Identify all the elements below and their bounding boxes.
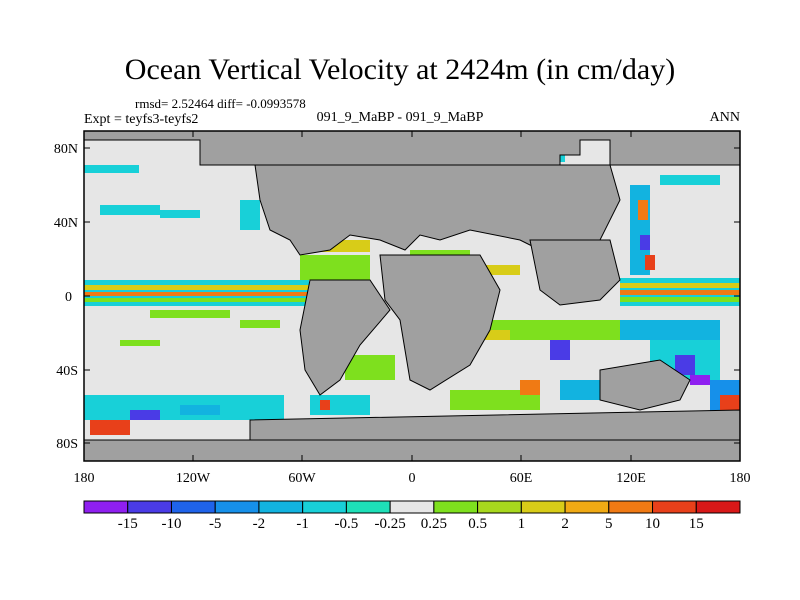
colorbar-label: 0.5 [468, 516, 487, 532]
map-title: Ocean Vertical Velocity at 2424m (in cm/… [124, 53, 676, 86]
colorbar-swatch [170, 500, 216, 514]
colorbar-label: -0.5 [334, 516, 359, 532]
colorbar-label: 15 [688, 516, 704, 532]
lat-label-40s: 40S [56, 364, 78, 379]
colorbar-swatch [302, 500, 347, 514]
lon-label-60w: 60W [288, 471, 316, 486]
colorbar [83, 500, 741, 514]
colorbar-label: -2 [252, 516, 266, 532]
land-masses [83, 130, 741, 462]
experiment-label: Expt = teyfs3-teyfs2 [84, 112, 199, 127]
lat-label-40n: 40N [54, 216, 78, 231]
colorbar-swatch [214, 500, 260, 514]
colorbar-swatch [345, 500, 391, 514]
colorbar-label: -10 [161, 516, 182, 532]
colorbar-swatch [477, 500, 522, 514]
colorbar-swatch [389, 500, 435, 514]
colorbar-swatch [433, 500, 479, 514]
rmsd-diff-stats: rmsd= 2.52464 diff= -0.0993578 [135, 96, 306, 111]
colorbar-label: 10 [645, 516, 661, 532]
colorbar-swatch [564, 500, 610, 514]
colorbar-label: -5 [208, 516, 222, 532]
colorbar-swatch [695, 500, 741, 514]
lat-label-80n: 80N [54, 142, 78, 157]
lon-label-180e: 180 [730, 471, 751, 486]
colorbar-label: -1 [296, 516, 309, 532]
lat-label-0: 0 [65, 290, 72, 305]
lon-label-180w: 180 [74, 471, 95, 486]
colorbar-label: 1 [517, 516, 526, 532]
colorbar-swatch [258, 500, 304, 514]
colorbar-label: 2 [561, 516, 569, 532]
colorbar-swatch [83, 500, 129, 514]
colorbar-label: -15 [117, 516, 138, 532]
colorbar-swatch [520, 500, 566, 514]
colorbar-swatch [127, 500, 172, 514]
latitude-ticks [84, 147, 740, 444]
lon-label-0: 0 [409, 471, 416, 486]
colorbar-swatch [608, 500, 654, 514]
longitude-ticks [83, 131, 741, 461]
case-label: 091_9_MaBP - 091_9_MaBP [316, 110, 484, 125]
colorbar-label: 0.25 [420, 516, 447, 532]
colorbar-label: -0.25 [374, 516, 406, 532]
lon-label-60e: 60E [510, 471, 533, 486]
lon-label-120w: 120W [176, 471, 211, 486]
colorbar-swatch [652, 500, 697, 514]
season-label: ANN [709, 110, 740, 125]
lon-label-120e: 120E [616, 471, 646, 486]
colorbar-label: 5 [605, 516, 613, 532]
lat-label-80s: 80S [56, 437, 78, 452]
